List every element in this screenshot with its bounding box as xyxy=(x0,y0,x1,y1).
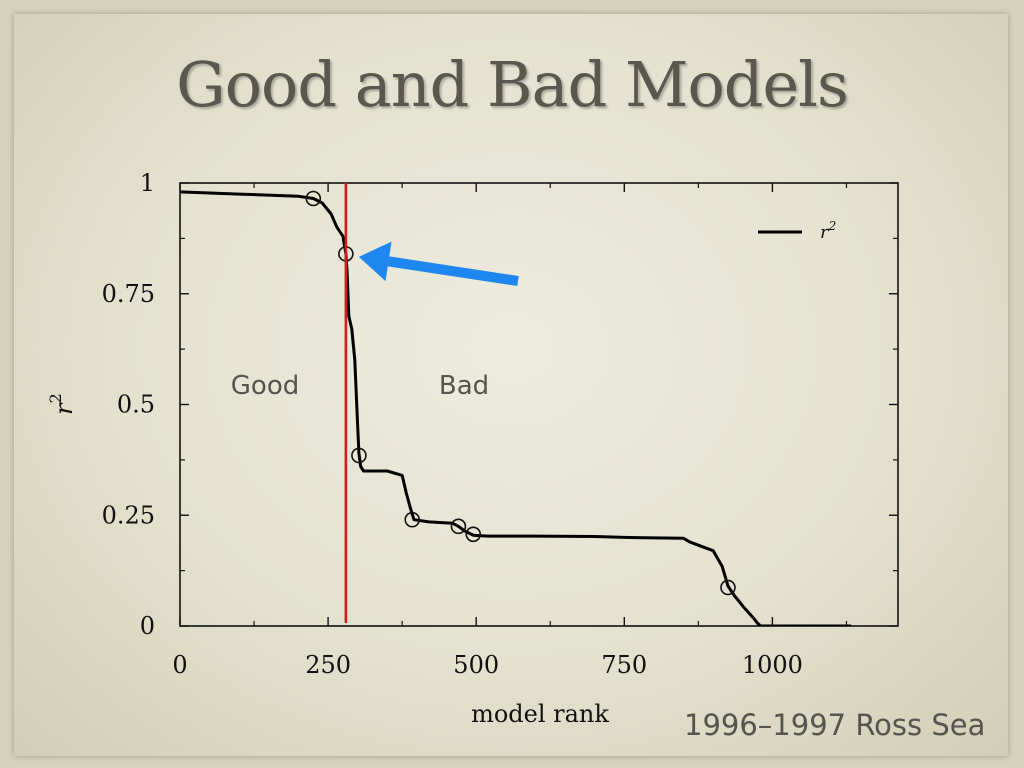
legend: r2 xyxy=(758,219,836,243)
x-tick-label: 1000 xyxy=(742,651,803,679)
legend-label: r2 xyxy=(820,219,836,243)
highlighted-model-marker xyxy=(450,518,467,535)
x-axis-title: model rank xyxy=(471,700,609,728)
y-tick-label: 0 xyxy=(140,612,155,640)
plot-area xyxy=(179,182,899,627)
bad-region-label: Bad xyxy=(439,371,489,401)
highlighted-model-marker xyxy=(465,526,482,543)
good-region-label: Good xyxy=(231,371,299,401)
x-tick-label: 750 xyxy=(601,651,647,679)
x-tick-label: 0 xyxy=(172,651,187,679)
y-axis-title: r2 xyxy=(46,393,78,415)
arrow-shaft xyxy=(387,256,519,286)
y-tick-label: 1 xyxy=(140,169,155,197)
x-tick-label: 500 xyxy=(453,651,499,679)
arrow-head xyxy=(358,241,392,282)
y-tick-label: 0.25 xyxy=(102,501,155,529)
page-title: Good and Bad Models xyxy=(176,48,849,121)
y-tick-label: 0.75 xyxy=(102,280,155,308)
r2-series-line xyxy=(180,190,852,626)
highlighted-model-marker xyxy=(305,190,322,207)
x-tick-label: 250 xyxy=(305,651,351,679)
y-tick-label: 0.5 xyxy=(117,391,155,419)
highlighted-model-marker xyxy=(404,511,421,528)
caption: 1996–1997 Ross Sea xyxy=(684,708,986,742)
highlighted-model-marker xyxy=(351,447,367,464)
highlighted-model-marker xyxy=(720,579,736,596)
